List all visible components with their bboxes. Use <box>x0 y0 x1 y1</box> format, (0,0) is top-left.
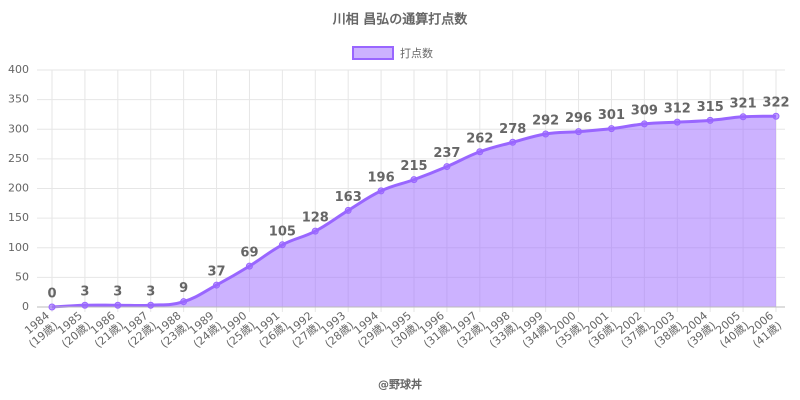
point <box>410 176 418 184</box>
x-tick-label: 1999(34歳) <box>512 309 554 351</box>
data-label: 262 <box>466 131 493 146</box>
point <box>542 130 550 138</box>
data-label: 312 <box>664 102 691 117</box>
data-label: 3 <box>146 285 155 300</box>
data-label: 315 <box>697 100 724 115</box>
chart-title: 川相 昌弘の通算打点数 <box>332 12 469 28</box>
x-tick-label: 1997(32歳) <box>446 309 488 351</box>
x-tick-label: 1993(28歳) <box>314 309 356 351</box>
point <box>48 303 56 311</box>
data-label: 128 <box>302 211 329 226</box>
area-fill <box>52 116 776 307</box>
point <box>147 301 155 309</box>
data-label: 9 <box>179 281 188 296</box>
x-tick-label: 1984(19歳) <box>18 309 60 351</box>
point <box>476 148 484 156</box>
legend-swatch <box>352 46 394 60</box>
data-label: 309 <box>631 103 658 118</box>
data-label: 3 <box>113 285 122 300</box>
point <box>607 125 615 133</box>
x-tick-label: 1986(21歳) <box>84 309 126 351</box>
y-tick-label: 350 <box>8 93 29 106</box>
data-label: 292 <box>532 113 559 128</box>
point <box>278 241 286 249</box>
data-label: 163 <box>335 190 362 205</box>
x-tick-label: 2000(35歳) <box>544 309 586 351</box>
y-tick-label: 400 <box>8 63 29 76</box>
point <box>443 163 451 171</box>
x-tick-label: 1996(31歳) <box>413 309 455 351</box>
x-tick-label: 1995(30歳) <box>380 309 422 351</box>
point <box>673 118 681 126</box>
point <box>377 187 385 195</box>
x-tick-label: 1990(25歳) <box>215 309 257 351</box>
point <box>706 116 714 124</box>
y-tick-label: 0 <box>22 300 29 313</box>
x-tick-label: 2005(40歳) <box>709 309 751 351</box>
point <box>640 120 648 128</box>
x-tick-label: 1994(29歳) <box>347 309 389 351</box>
x-tick-label: 2006(41歳) <box>742 309 784 351</box>
y-tick-label: 150 <box>8 211 29 224</box>
x-tick-label: 1985(20歳) <box>51 309 93 351</box>
y-tick-label: 50 <box>15 270 29 283</box>
point <box>114 301 122 309</box>
data-label: 196 <box>368 170 395 185</box>
data-label: 0 <box>47 287 56 302</box>
x-tick-label: 2002(37歳) <box>610 309 652 351</box>
point <box>245 262 253 270</box>
data-label: 278 <box>499 122 526 137</box>
point <box>213 281 221 289</box>
data-label: 322 <box>762 96 789 111</box>
y-tick-label: 200 <box>8 182 29 195</box>
x-tick-label: 1991(26歳) <box>248 309 290 351</box>
data-label: 321 <box>730 96 757 111</box>
y-tick-label: 300 <box>8 122 29 135</box>
point <box>311 227 319 235</box>
point <box>739 113 747 121</box>
point <box>509 138 517 146</box>
x-tick-label: 1987(22歳) <box>117 309 159 351</box>
x-tick-label: 2003(38歳) <box>643 309 685 351</box>
y-tick-label: 250 <box>8 152 29 165</box>
point <box>81 301 89 309</box>
data-label: 37 <box>207 265 225 280</box>
data-label: 69 <box>240 246 258 261</box>
x-tick-label: 1989(24歳) <box>182 309 224 351</box>
data-label: 296 <box>565 111 592 126</box>
x-tick-label: 1998(33歳) <box>479 309 521 351</box>
data-label: 301 <box>598 108 625 123</box>
data-label: 105 <box>269 224 296 239</box>
x-tick-label: 1992(27歳) <box>281 309 323 351</box>
footer: @野球丼 <box>378 377 422 391</box>
data-label: 3 <box>80 285 89 300</box>
point <box>344 206 352 214</box>
point <box>772 112 780 120</box>
point <box>180 298 188 306</box>
x-tick-label: 1988(23歳) <box>150 309 192 351</box>
x-tick-label: 2001(36歳) <box>577 309 619 351</box>
legend-label: 打点数 <box>400 46 433 60</box>
y-tick-label: 100 <box>8 241 29 254</box>
data-label: 215 <box>400 159 427 174</box>
data-label: 237 <box>433 146 460 161</box>
point <box>575 128 583 136</box>
x-tick-label: 2004(39歳) <box>676 309 718 351</box>
